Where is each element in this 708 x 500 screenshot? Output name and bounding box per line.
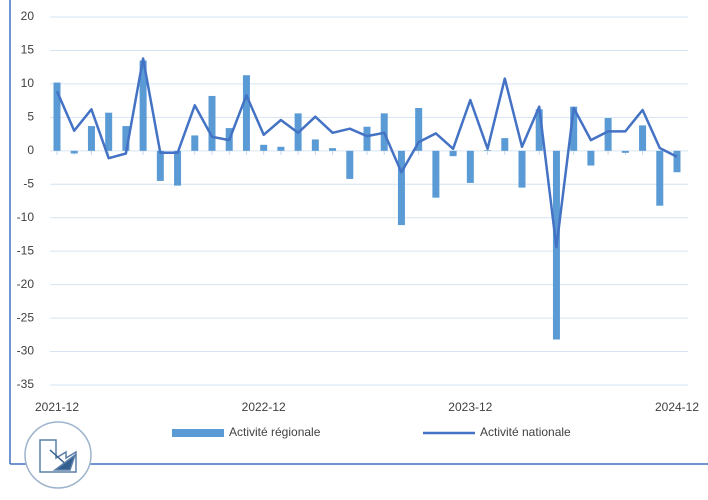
bar [397,150,405,226]
line [55,57,678,249]
bar [466,150,474,183]
y-tick-label: 5 [27,110,34,124]
y-tick-label: 15 [21,43,35,57]
bar [656,150,664,206]
bar [191,135,199,151]
y-tick-label: 10 [21,76,35,90]
bar [587,150,595,166]
x-tick-label: 2022-12 [242,400,286,414]
bar [311,139,319,151]
x-tick-label: 2024-12 [655,400,699,414]
bar [346,150,354,179]
bar [535,109,543,151]
bar [53,82,61,151]
bar [208,95,216,151]
bar [604,118,612,151]
y-tick-label: -5 [23,176,34,190]
bar [570,106,578,151]
bar [105,112,113,151]
bar [432,150,440,198]
y-tick-label: 20 [21,9,35,23]
y-tick-label: -10 [17,210,35,224]
bar [329,148,337,151]
legend-swatch [172,429,224,437]
legend-label: Activité nationale [480,425,571,439]
bar [87,126,95,151]
bar [501,138,509,151]
bar [484,150,492,151]
bar [673,150,681,173]
logo-icon [24,421,92,489]
bar [363,126,371,151]
y-tick-label: -15 [17,243,35,257]
bar [174,150,182,186]
y-tick-label: 0 [27,143,34,157]
y-tick-label: -25 [17,310,35,324]
bar [156,150,164,181]
legend-label: Activité régionale [229,425,321,439]
bar [139,60,147,151]
bar [260,144,268,151]
bar [449,150,457,157]
x-tick-label: 2021-12 [35,400,79,414]
bar [277,146,285,151]
y-tick-label: -30 [17,344,35,358]
bar [70,150,78,154]
bar [415,107,423,151]
bar [621,150,629,153]
x-tick-label: 2023-12 [448,400,492,414]
bar [639,125,647,151]
y-tick-label: -20 [17,277,35,291]
bar [242,75,250,151]
bar [122,126,130,151]
y-tick-label: -35 [17,377,35,391]
bar [518,150,526,188]
